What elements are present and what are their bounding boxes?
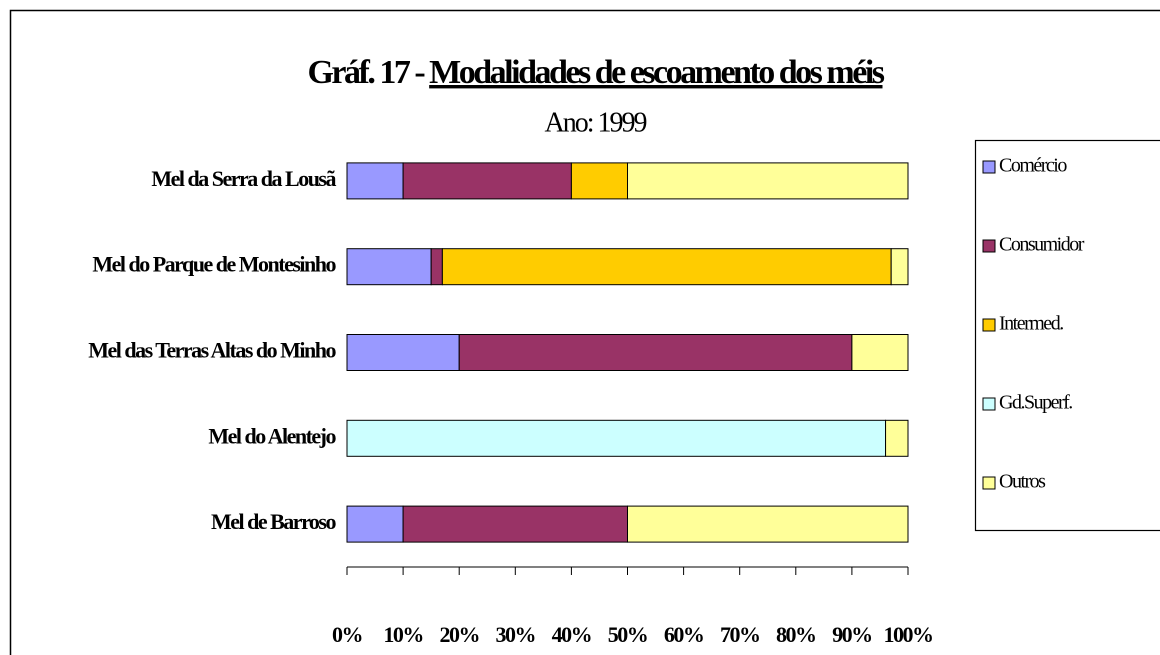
legend-swatch xyxy=(982,160,996,174)
y-tick-label: Mel do Alentejo xyxy=(208,423,336,448)
bar-segment xyxy=(346,334,460,371)
y-tick-label: Mel da Serra da Lousã xyxy=(151,166,336,191)
legend-swatch xyxy=(982,476,996,490)
bar-segment xyxy=(458,334,853,371)
bar-segment xyxy=(627,505,909,543)
bar-segment xyxy=(570,162,629,200)
x-tick-label: 60% xyxy=(664,622,704,647)
legend-swatch xyxy=(982,318,996,332)
bar-segment xyxy=(346,248,432,286)
legend-label: Consumidor xyxy=(999,234,1085,256)
legend-swatch xyxy=(982,397,996,411)
bar-segment xyxy=(346,505,404,543)
x-tick-label: 80% xyxy=(776,622,816,647)
x-tick-label: 100% xyxy=(884,622,933,647)
legend-box xyxy=(974,139,1160,532)
chart-subtitle: Ano: 1999 xyxy=(545,107,647,138)
x-tick-label: 90% xyxy=(832,622,872,647)
x-tick-label: 0% xyxy=(332,622,362,647)
bar-segment xyxy=(402,162,572,200)
y-tick-label: Mel de Barroso xyxy=(211,509,337,534)
chart-frame xyxy=(9,9,1160,655)
x-tick-label: 70% xyxy=(720,622,760,647)
bar-segment xyxy=(402,505,628,543)
bar-segment xyxy=(851,334,909,371)
x-tick-label: 40% xyxy=(552,622,592,647)
legend-label: Comércio xyxy=(999,155,1067,177)
bar-segment xyxy=(346,162,404,200)
bar-segment xyxy=(430,248,443,286)
legend-label: Outros xyxy=(999,471,1046,493)
chart-title: Gráf. 17 - Modalidades de escoamento dos… xyxy=(307,54,884,91)
legend-label: Gd.Superf. xyxy=(999,392,1072,414)
bar-segment xyxy=(890,248,909,286)
title-main: Modalidades de escoamento dos méis xyxy=(429,54,885,91)
bar-segment xyxy=(627,162,909,200)
bar-segment xyxy=(346,419,887,457)
x-tick-label: 20% xyxy=(439,622,479,647)
y-tick-label: Mel do Parque de Montesinho xyxy=(92,252,336,277)
x-tick-label: 50% xyxy=(608,622,648,647)
legend-label: Intermed. xyxy=(999,313,1063,335)
title-prefix: Gráf. 17 - xyxy=(307,54,429,91)
legend-swatch xyxy=(982,239,996,253)
x-tick-label: 10% xyxy=(383,622,423,647)
bar-segment xyxy=(441,248,892,286)
bar-segment xyxy=(885,419,909,457)
x-tick-label: 30% xyxy=(496,622,536,647)
y-tick-label: Mel das Terras Altas do Minho xyxy=(88,338,336,363)
